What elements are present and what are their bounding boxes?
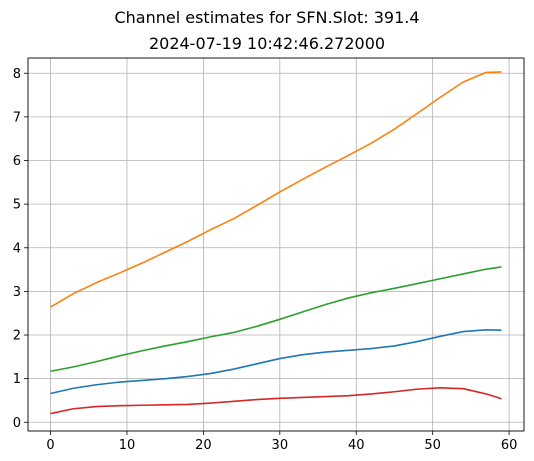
y-tick-label: 5: [13, 198, 21, 213]
series-line-2: [50, 71, 502, 308]
series-line-1: [50, 328, 502, 395]
y-tick-label: 0: [13, 416, 21, 431]
y-tick-label: 6: [13, 154, 21, 169]
x-tick-label: 30: [272, 438, 289, 453]
chart-title: Channel estimates for SFN.Slot: 391.4: [114, 8, 420, 27]
y-tick-label: 2: [13, 329, 21, 344]
plot-frame: [27, 57, 525, 432]
x-tick-label: 0: [46, 438, 54, 453]
series-line-4: [50, 387, 502, 415]
x-tick-label: 60: [501, 438, 518, 453]
chart-subtitle: 2024-07-19 10:42:46.272000: [148, 34, 386, 53]
y-tick-label: 8: [13, 67, 21, 82]
x-tick-label: 40: [348, 438, 365, 453]
x-tick-label: 20: [195, 438, 212, 453]
y-tick-label: 7: [13, 110, 21, 125]
y-tick-label: 3: [13, 285, 21, 300]
y-tick-label: 1: [13, 372, 21, 387]
series-line-3: [50, 266, 502, 373]
x-tick-label: 10: [119, 438, 136, 453]
y-tick-label: 4: [13, 241, 21, 256]
x-tick-label: 50: [424, 438, 441, 453]
